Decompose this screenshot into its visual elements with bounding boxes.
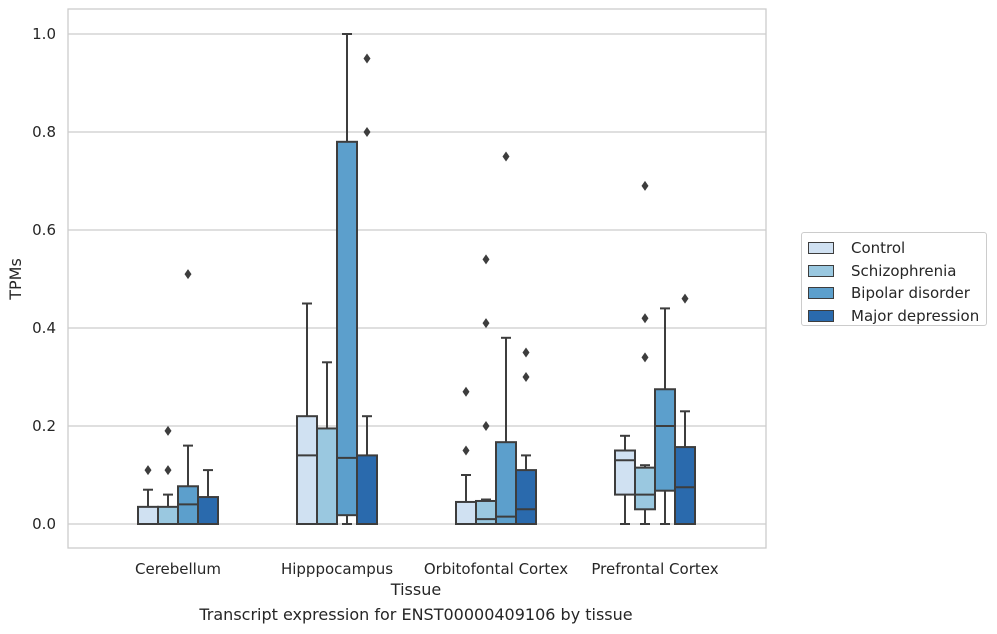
box-schizophrenia (157, 425, 179, 526)
box-control (614, 434, 636, 525)
box-iqr (336, 140, 358, 517)
box-iqr (296, 415, 318, 526)
box-bipolar-disorder (177, 269, 199, 525)
outlier-point (482, 254, 490, 265)
legend-swatch (808, 264, 834, 277)
box-iqr (455, 500, 477, 526)
y-tick-labels: 0.0 0.2 0.4 0.6 0.8 1.0 (32, 25, 56, 533)
box-control (455, 386, 477, 526)
box-major-depression (197, 469, 219, 525)
legend-item: Schizophrenia (808, 260, 986, 283)
outlier-point (641, 352, 649, 363)
box-control (296, 302, 318, 526)
box-major-depression (356, 53, 378, 525)
outlier-point (502, 151, 510, 162)
y-tick-label: 0.8 (32, 123, 56, 141)
outlier-point (184, 269, 192, 280)
box-control (137, 465, 159, 526)
legend-swatch (808, 287, 834, 300)
outlier-point (482, 318, 490, 329)
box-bipolar-disorder (336, 33, 358, 525)
box-schizophrenia (316, 361, 338, 526)
legend-label: Major depression (851, 306, 980, 325)
outlier-point (522, 372, 530, 382)
box-iqr (614, 449, 636, 496)
box-schizophrenia (634, 180, 656, 525)
x-tick-labels: Cerebellum Hipppocampus Orbitofontal Corte… (135, 560, 719, 578)
y-tick-label: 1.0 (32, 25, 56, 43)
box-iqr (634, 466, 656, 511)
outlier-point (482, 421, 490, 431)
chart-caption: Transcript expression for ENST0000040910… (199, 605, 633, 624)
y-tick-label: 0.2 (32, 417, 56, 435)
outlier-point (363, 53, 371, 64)
box-bipolar-disorder (495, 151, 517, 526)
box-major-depression (515, 347, 537, 526)
outlier-point (462, 386, 470, 397)
x-axis-label: Tissue (390, 580, 441, 599)
box-iqr (654, 388, 676, 492)
legend-label: Control (851, 239, 906, 258)
outlier-point (641, 313, 649, 324)
plot-area-frame (67, 8, 767, 549)
box-iqr (157, 505, 179, 526)
legend-item: Major depression (808, 305, 986, 328)
outlier-point (164, 465, 172, 476)
legend: Control Schizophrenia Bipolar disorder Majo… (801, 232, 987, 326)
outlier-point (462, 445, 470, 456)
y-tick-label: 0.4 (32, 319, 56, 337)
legend-label: Schizophrenia (851, 261, 957, 280)
outlier-point (522, 347, 530, 358)
box-iqr (674, 446, 696, 526)
box-bipolar-disorder (654, 307, 676, 525)
x-tick-label: Cerebellum (135, 560, 221, 578)
x-tick-label: Prefrontal Cortex (591, 560, 718, 578)
x-tick-label: Orbitofontal Cortex (424, 560, 568, 578)
box-plots (137, 33, 696, 526)
outlier-point (164, 425, 172, 436)
box-iqr (515, 469, 537, 526)
outlier-point (641, 180, 649, 191)
box-major-depression (674, 293, 696, 526)
legend-swatch (808, 242, 834, 255)
legend-item: Bipolar disorder (808, 282, 986, 305)
box-iqr (356, 454, 378, 525)
legend-swatch (808, 309, 834, 322)
y-tick-label: 0.6 (32, 221, 56, 239)
box-schizophrenia (475, 254, 497, 526)
box-iqr (495, 441, 517, 526)
y-tick-label: 0.0 (32, 515, 56, 533)
box-iqr (137, 505, 159, 526)
legend-label: Bipolar disorder (851, 284, 970, 303)
outlier-point (363, 127, 371, 137)
box-iqr (475, 499, 497, 526)
legend-item: Control (808, 237, 986, 260)
outlier-point (681, 293, 689, 304)
y-axis-label: TPMs (6, 258, 25, 301)
box-iqr (197, 496, 219, 525)
box-iqr (316, 427, 338, 526)
x-tick-label: Hipppocampus (281, 560, 393, 578)
outlier-point (144, 465, 152, 476)
